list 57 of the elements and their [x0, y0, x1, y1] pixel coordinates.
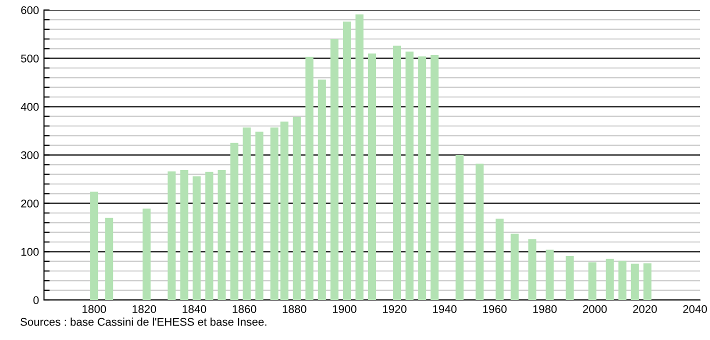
bar: [255, 132, 264, 300]
bar: [230, 142, 238, 300]
y-tick-label: 500: [21, 54, 39, 62]
bar: [305, 56, 314, 300]
y-tick-label: 0: [33, 296, 39, 304]
bar: [105, 218, 114, 300]
bar: [496, 218, 504, 300]
x-tick-label: 2040: [683, 305, 707, 314]
bar: [368, 54, 376, 300]
bar: [205, 172, 214, 300]
y-tick-label: 100: [21, 248, 39, 256]
x-tick-label: 1960: [483, 305, 507, 314]
bar: [630, 264, 639, 300]
y-tick-label: 600: [21, 6, 39, 14]
bar: [90, 192, 98, 300]
bar: [218, 170, 226, 300]
bar: [528, 239, 536, 300]
x-tick-label: 1900: [332, 305, 356, 314]
bar: [566, 256, 574, 300]
y-tick-label: 300: [21, 151, 39, 160]
bar: [192, 176, 201, 300]
bar: [242, 127, 251, 300]
x-tick-label: 1920: [383, 305, 406, 314]
bar: [418, 56, 426, 300]
bar: [618, 260, 626, 300]
source-note: Sources : base Cassini de l'EHESS et base Insee.: [20, 318, 266, 326]
bar: [588, 262, 596, 300]
y-tick-label: 400: [20, 102, 39, 111]
x-tick-label: 1840: [182, 305, 206, 314]
bar: [430, 54, 439, 300]
x-tick-label: 2020: [633, 305, 657, 314]
x-tick-label: 1880: [282, 305, 306, 314]
y-tick-label: 200: [21, 200, 39, 208]
bar: [393, 46, 402, 300]
bar: [355, 14, 364, 300]
bar: [330, 39, 338, 300]
x-tick-label: 1860: [232, 305, 256, 314]
bar: [270, 127, 278, 300]
bar: [142, 208, 151, 300]
bar: [406, 52, 414, 300]
bar: [168, 171, 176, 300]
bar: [510, 234, 519, 300]
bar: [342, 22, 351, 300]
bar: [280, 122, 288, 300]
bar: [292, 116, 301, 300]
x-tick-label: 1940: [433, 305, 457, 314]
bar: [606, 258, 614, 300]
x-tick-label: 1980: [533, 305, 557, 314]
x-tick-label: 2000: [583, 305, 607, 314]
bar: [456, 155, 464, 300]
bar: [318, 80, 326, 300]
x-tick-label: 1800: [82, 305, 106, 314]
bar: [546, 250, 554, 300]
x-tick-label: 1820: [132, 305, 156, 314]
bar: [476, 164, 484, 300]
bar: [180, 170, 188, 300]
bar: [643, 263, 652, 300]
